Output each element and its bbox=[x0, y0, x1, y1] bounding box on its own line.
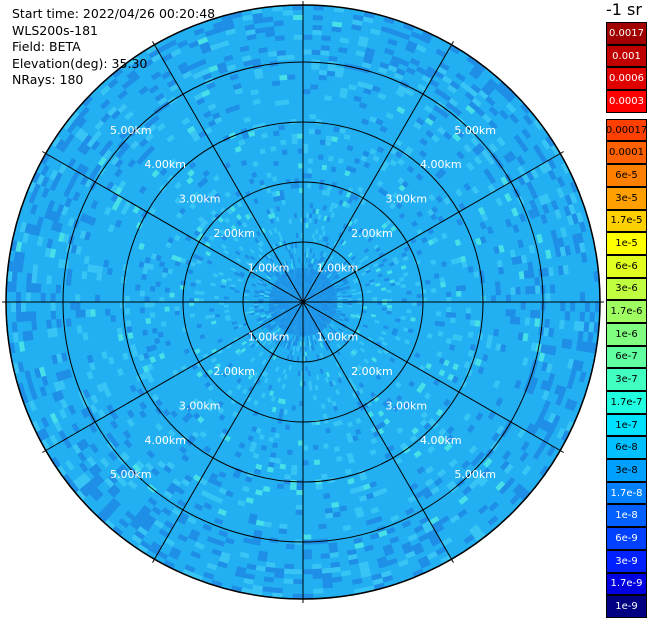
colorbar-box: 1e-7 bbox=[606, 413, 647, 437]
range-label: 4.00km bbox=[144, 434, 186, 447]
nrays: NRays: 180 bbox=[12, 72, 84, 87]
colorbar-box: 1.7e-6 bbox=[606, 300, 647, 323]
colorbar-box: 0.001 bbox=[606, 44, 647, 68]
range-label: 1.00km bbox=[317, 262, 359, 275]
range-label: 5.00km bbox=[454, 124, 496, 137]
colorbar-box: 1.7e-5 bbox=[606, 209, 647, 233]
azimuth-spoke bbox=[152, 41, 304, 303]
azimuth-spoke bbox=[302, 301, 564, 453]
colorbar-unit: -1 sr bbox=[606, 0, 642, 19]
colorbar-box: 3e-6 bbox=[606, 277, 647, 301]
colorbar-box: 0.0017 bbox=[606, 22, 647, 45]
colorbar-box: 6e-5 bbox=[606, 164, 647, 187]
colorbar-box: 3e-9 bbox=[606, 549, 647, 573]
instrument-name: WLS200s-181 bbox=[12, 22, 98, 38]
scan-info: Start time: 2022/04/26 00:20:48 WLS200s-… bbox=[12, 6, 215, 89]
range-label: 5.00km bbox=[110, 468, 152, 481]
colorbar-box: 6e-8 bbox=[606, 436, 647, 460]
range-label: 4.00km bbox=[420, 434, 462, 447]
colorbar-box: 1.7e-9 bbox=[606, 572, 647, 596]
colorbar-box: 6e-9 bbox=[606, 527, 647, 550]
colorbar: 0.0017 0.001 0.0006 0.0003 0.00017 0.0001 6e-5… bbox=[606, 22, 647, 618]
colorbar-box: 3e-5 bbox=[606, 186, 647, 210]
azimuth-spoke bbox=[302, 151, 564, 303]
range-labels: 1.00km 2.00km 3.00km 4.00km 5.00km 1.00km 2.00… bbox=[110, 124, 496, 481]
range-label: 5.00km bbox=[110, 124, 152, 137]
range-label: 2.00km bbox=[213, 227, 255, 240]
range-label: 4.00km bbox=[420, 158, 462, 171]
field-name: Field: BETA bbox=[12, 39, 81, 54]
colorbar-box: 1e-6 bbox=[606, 322, 647, 346]
colorbar-box: 1e-5 bbox=[606, 232, 647, 255]
azimuth-spoke bbox=[302, 301, 454, 563]
colorbar-box: 6e-6 bbox=[606, 254, 647, 278]
start-time: Start time: 2022/04/26 00:20:48 bbox=[12, 6, 216, 21]
range-label: 2.00km bbox=[213, 365, 255, 378]
range-label: 4.00km bbox=[144, 158, 186, 171]
range-label: 2.00km bbox=[351, 227, 393, 240]
colorbar-box: 1e-8 bbox=[606, 504, 647, 528]
colorbar-box: 0.0001 bbox=[606, 141, 647, 165]
azimuth-spokes bbox=[2, 1, 604, 603]
colorbar-box: 0.0006 bbox=[606, 67, 647, 91]
colorbar-box: 0.0003 bbox=[606, 90, 647, 113]
azimuth-spoke bbox=[152, 301, 304, 563]
range-label: 2.00km bbox=[351, 365, 393, 378]
colorbar-box: 1.7e-7 bbox=[606, 391, 647, 414]
azimuth-spoke bbox=[42, 151, 304, 303]
ppi-scan-plot: 1.00km 2.00km 3.00km 4.00km 5.00km 1.00km 2.00… bbox=[2, 1, 604, 603]
range-label: 1.00km bbox=[317, 330, 359, 343]
range-label: 3.00km bbox=[386, 193, 428, 206]
range-label: 5.00km bbox=[454, 468, 496, 481]
colorbar-box: 6e-7 bbox=[606, 345, 647, 369]
range-label: 3.00km bbox=[386, 399, 428, 412]
colorbar-box: 0.00017 bbox=[606, 118, 647, 142]
azimuth-spoke bbox=[302, 41, 454, 303]
colorbar-box: 1.7e-8 bbox=[606, 481, 647, 505]
range-label: 3.00km bbox=[179, 399, 221, 412]
range-label: 3.00km bbox=[179, 193, 221, 206]
azimuth-spoke bbox=[42, 301, 304, 453]
colorbar-box: 3e-7 bbox=[606, 368, 647, 391]
elevation: Elevation(deg): 35.30 bbox=[12, 55, 148, 71]
colorbar-box: 3e-8 bbox=[606, 459, 647, 482]
range-label: 1.00km bbox=[248, 262, 290, 275]
range-label: 1.00km bbox=[248, 330, 290, 343]
